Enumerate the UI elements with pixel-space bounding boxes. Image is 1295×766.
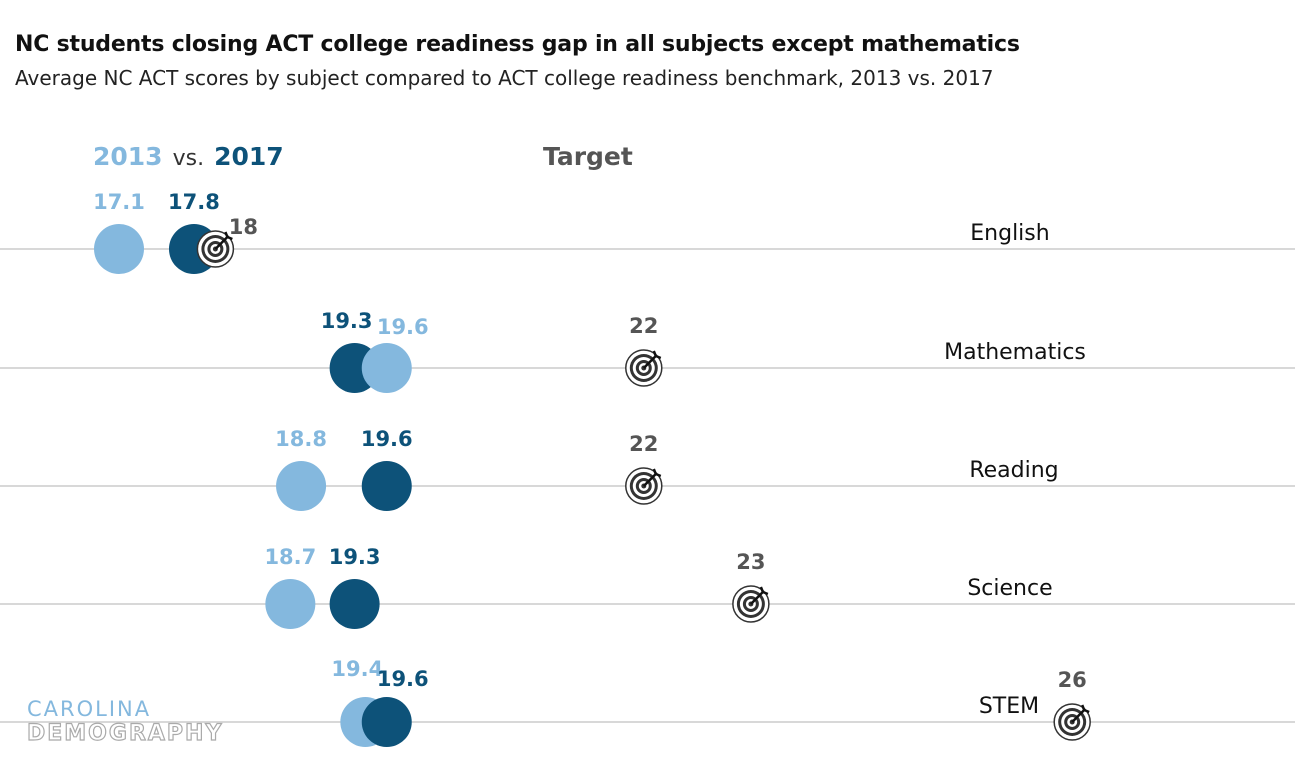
- dot-2017-reading: [361, 461, 412, 511]
- value-label-2017-science: 19.3: [329, 545, 381, 569]
- category-label-stem: STEM: [979, 694, 1039, 719]
- target-icon-mathematics: [625, 349, 663, 387]
- chart-title: NC students closing ACT college readines…: [15, 32, 1020, 57]
- value-label-2013-reading: 18.8: [275, 427, 327, 451]
- category-label-english: English: [970, 221, 1049, 246]
- legend: 2013 vs. 2017: [93, 142, 284, 171]
- dot-2017-stem: [361, 697, 412, 747]
- value-label-target-english: 18: [229, 215, 258, 239]
- value-label-2017-stem: 19.6: [377, 667, 429, 691]
- value-label-target-mathematics: 22: [629, 314, 658, 338]
- dot-2013-reading: [276, 461, 327, 511]
- value-label-2017-mathematics: 19.3: [321, 309, 373, 333]
- category-label-mathematics: Mathematics: [944, 340, 1086, 365]
- category-label-reading: Reading: [969, 458, 1058, 483]
- dot-2013-mathematics: [361, 343, 412, 393]
- value-label-2013-mathematics: 19.6: [377, 315, 429, 339]
- value-label-2017-reading: 19.6: [361, 427, 413, 451]
- target-icon-science: [732, 585, 770, 623]
- dot-2017-science: [329, 579, 380, 629]
- chart-subtitle: Average NC ACT scores by subject compare…: [15, 66, 994, 90]
- dot-2013-english: [94, 224, 144, 274]
- carolina-demography-logo: CAROLINA DEMOGRAPHY: [26, 697, 224, 747]
- logo-line-2: DEMOGRAPHY: [26, 720, 224, 746]
- dot-2013-science: [265, 579, 316, 629]
- category-label-science: Science: [967, 576, 1052, 601]
- legend-2013: 2013: [93, 142, 163, 171]
- target-icon-english: [196, 230, 235, 268]
- value-label-target-reading: 22: [629, 432, 658, 456]
- value-label-target-stem: 26: [1058, 668, 1087, 692]
- value-label-target-science: 23: [736, 550, 765, 574]
- legend-target: Target: [543, 142, 633, 171]
- value-label-2013-stem: 19.4: [331, 657, 383, 681]
- target-icon-reading: [625, 467, 663, 505]
- legend-2017: 2017: [214, 142, 284, 171]
- value-label-2013-science: 18.7: [264, 545, 316, 569]
- legend-vs: vs.: [172, 146, 205, 171]
- value-label-2017-english: 17.8: [168, 190, 220, 214]
- target-icon-stem: [1053, 703, 1091, 741]
- value-label-2013-english: 17.1: [93, 190, 145, 214]
- logo-line-1: CAROLINA: [27, 697, 152, 721]
